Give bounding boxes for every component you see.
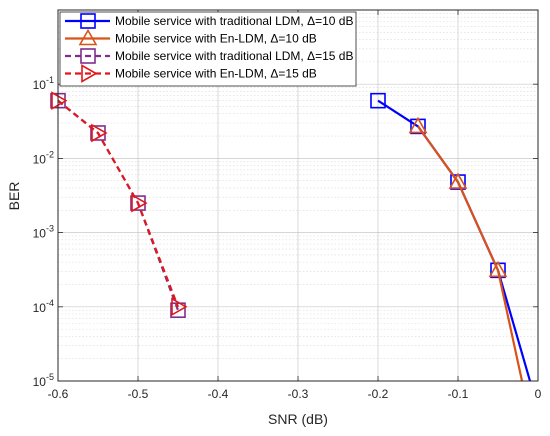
x-tick-label: -0.5 (128, 387, 149, 401)
x-tick-label: -0.3 (288, 387, 309, 401)
series-line (58, 99, 180, 308)
legend-label: Mobile service with traditional LDM, Δ=1… (115, 14, 353, 28)
x-axis-label: SNR (dB) (268, 411, 328, 427)
triangle-right-marker (131, 193, 148, 213)
data-series (50, 91, 532, 381)
triangle-right-marker (171, 297, 188, 317)
triangle-marker (488, 260, 508, 278)
legend-label: Mobile service with En-LDM, Δ=15 dB (115, 67, 317, 81)
legend-entry: Mobile service with En-LDM, Δ=10 dB (65, 28, 317, 46)
series-2 (408, 116, 524, 381)
y-tick-label: 10-1 (33, 75, 54, 92)
y-tick-label: 10-5 (33, 372, 54, 389)
x-tick-label: -0.1 (448, 387, 469, 401)
legend-entry: Mobile service with En-LDM, Δ=15 dB (65, 64, 317, 83)
legend-entry: Mobile service with traditional LDM, Δ=1… (65, 13, 353, 29)
square-marker (370, 92, 386, 109)
y-tick-label: 10-4 (33, 298, 54, 315)
triangle-right-marker (51, 91, 68, 111)
x-tick-label: -0.4 (208, 387, 229, 401)
triangle-right-marker (91, 123, 108, 143)
square-marker (170, 302, 186, 318)
legend-label: Mobile service with traditional LDM, Δ=1… (115, 49, 353, 63)
x-tick-label: 0 (535, 387, 542, 401)
x-tick-label: -0.6 (48, 387, 69, 401)
axis-ticks: -0.6 -0.5 -0.4 -0.3 -0.2 -0.1 0 10-5 10-4 10-3 10-… (33, 10, 542, 401)
triangle-right-marker (81, 64, 98, 83)
square-marker (80, 48, 96, 64)
series-4 (51, 91, 188, 317)
y-tick-label: 10-2 (33, 149, 54, 166)
legend-entry: Mobile service with traditional LDM, Δ=1… (65, 48, 353, 64)
triangle-marker (408, 116, 428, 134)
triangle-marker (78, 28, 98, 46)
triangle-marker (448, 172, 468, 189)
legend-label: Mobile service with En-LDM, Δ=10 dB (115, 32, 317, 46)
series-line (417, 125, 524, 381)
square-marker (80, 13, 96, 29)
y-axis-label: BER (6, 182, 22, 211)
x-tick-label: -0.2 (368, 387, 389, 401)
y-tick-label: 10-3 (33, 224, 54, 241)
legend: Mobile service with traditional LDM, Δ=1… (59, 11, 357, 87)
